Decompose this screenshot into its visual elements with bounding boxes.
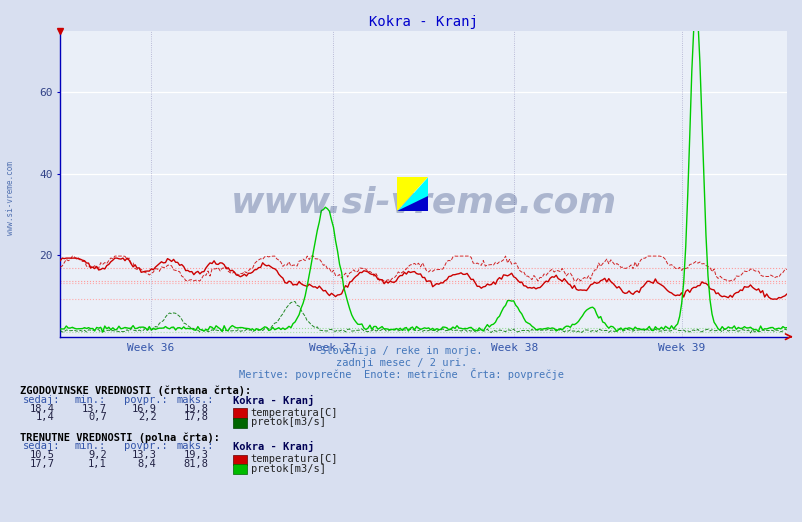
Text: 1,4: 1,4: [36, 412, 55, 422]
Text: povpr.:: povpr.:: [124, 395, 168, 405]
Text: 1,1: 1,1: [88, 459, 107, 469]
Text: Kokra - Kranj: Kokra - Kranj: [233, 395, 314, 406]
Text: temperatura[C]: temperatura[C]: [250, 408, 338, 418]
Polygon shape: [397, 196, 427, 211]
Polygon shape: [397, 177, 427, 211]
Polygon shape: [397, 177, 427, 211]
Text: pretok[m3/s]: pretok[m3/s]: [250, 464, 325, 474]
Text: povpr.:: povpr.:: [124, 441, 168, 451]
Text: ZGODOVINSKE VREDNOSTI (črtkana črta):: ZGODOVINSKE VREDNOSTI (črtkana črta):: [20, 385, 251, 396]
Text: sedaj:: sedaj:: [22, 395, 60, 405]
Title: Kokra - Kranj: Kokra - Kranj: [369, 15, 477, 29]
Text: 17,7: 17,7: [30, 459, 55, 469]
Text: 10,5: 10,5: [30, 450, 55, 460]
Text: TRENUTNE VREDNOSTI (polna črta):: TRENUTNE VREDNOSTI (polna črta):: [20, 432, 220, 443]
Text: maks.:: maks.:: [176, 441, 214, 451]
Text: pretok[m3/s]: pretok[m3/s]: [250, 417, 325, 428]
Text: 2,2: 2,2: [138, 412, 156, 422]
Text: Week 36: Week 36: [128, 343, 175, 353]
Text: www.si-vreme.com: www.si-vreme.com: [6, 161, 15, 235]
Text: Week 38: Week 38: [490, 343, 537, 353]
Text: min.:: min.:: [75, 441, 106, 451]
Text: 16,9: 16,9: [132, 404, 156, 413]
Text: 8,4: 8,4: [138, 459, 156, 469]
Text: Week 39: Week 39: [657, 343, 704, 353]
Text: min.:: min.:: [75, 395, 106, 405]
Text: 18,4: 18,4: [30, 404, 55, 413]
Text: 19,3: 19,3: [184, 450, 209, 460]
Text: sedaj:: sedaj:: [22, 441, 60, 451]
Text: 81,8: 81,8: [184, 459, 209, 469]
Text: 9,2: 9,2: [88, 450, 107, 460]
Text: 19,8: 19,8: [184, 404, 209, 413]
Text: 0,7: 0,7: [88, 412, 107, 422]
Text: Meritve: povprečne  Enote: metrične  Črta: povprečje: Meritve: povprečne Enote: metrične Črta:…: [239, 368, 563, 380]
Text: maks.:: maks.:: [176, 395, 214, 405]
Text: Kokra - Kranj: Kokra - Kranj: [233, 441, 314, 452]
Text: 13,7: 13,7: [82, 404, 107, 413]
Text: zadnji mesec / 2 uri.: zadnji mesec / 2 uri.: [335, 358, 467, 367]
Text: Slovenija / reke in morje.: Slovenija / reke in morje.: [320, 346, 482, 356]
Text: Week 37: Week 37: [309, 343, 356, 353]
Text: 13,3: 13,3: [132, 450, 156, 460]
Text: 17,8: 17,8: [184, 412, 209, 422]
Text: temperatura[C]: temperatura[C]: [250, 454, 338, 465]
Text: www.si-vreme.com: www.si-vreme.com: [230, 185, 616, 219]
